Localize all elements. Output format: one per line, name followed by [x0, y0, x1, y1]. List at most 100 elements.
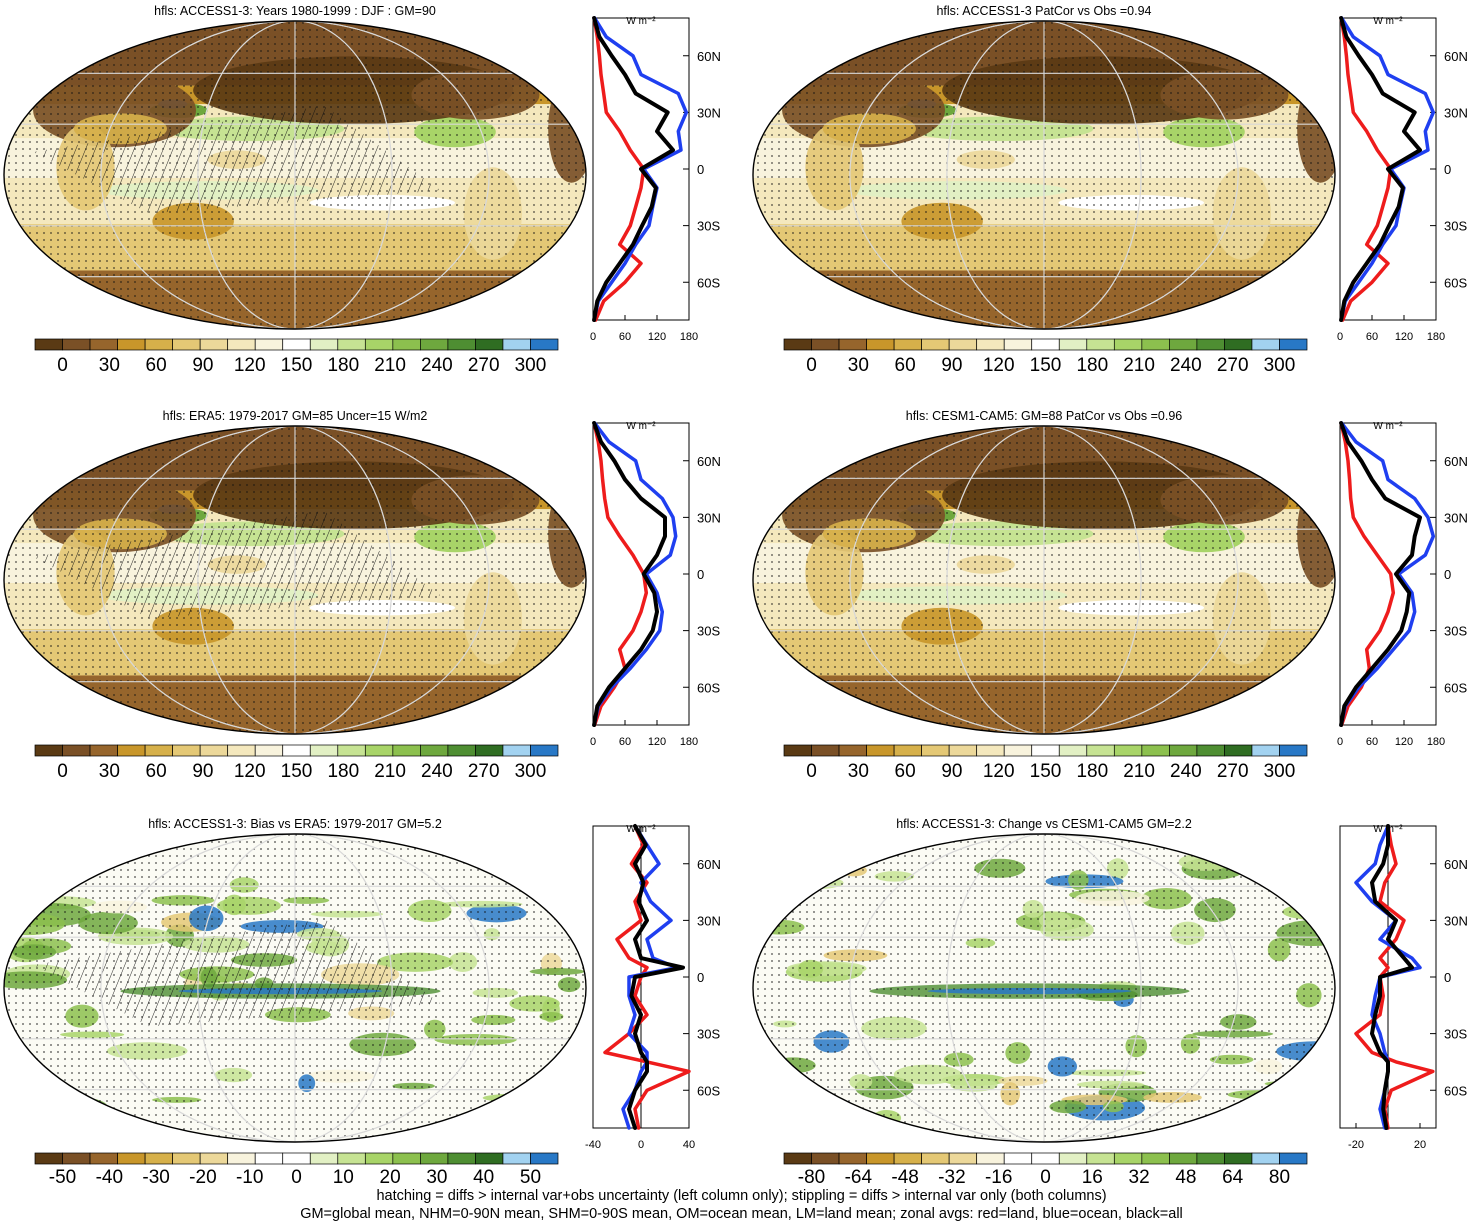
colorbar-swatch	[255, 339, 283, 350]
colorbar-swatch	[530, 1153, 558, 1164]
colorbar-label: 64	[1222, 1167, 1244, 1188]
colorbar-label: 0	[57, 355, 68, 376]
zonal-x-label: 60	[619, 736, 631, 748]
colorbar-label: 0	[806, 355, 817, 376]
zonal-lat-label: 30N	[697, 105, 721, 120]
colorbar-label: 60	[146, 355, 167, 376]
colorbar-swatch	[35, 1153, 63, 1164]
colorbar-swatch	[35, 745, 63, 756]
zonal-lat-label: 30S	[1444, 1027, 1467, 1042]
colorbar-swatch	[1252, 1153, 1280, 1164]
footnote-legend: GM=global mean, NHM=0-90N mean, SHM=0-90…	[0, 1206, 1483, 1222]
colorbar-swatch	[338, 1153, 366, 1164]
zonal-x-label: 0	[590, 331, 596, 343]
panel-title: hfls: ACCESS1-3: Years 1980-1999 : DJF :…	[154, 4, 436, 18]
zonal-lat-label: 60S	[1444, 1083, 1467, 1098]
colorbar-swatch	[1252, 339, 1280, 350]
colorbar-label: 60	[895, 355, 916, 376]
colorbar-swatch	[393, 1153, 421, 1164]
colorbar-label: -30	[142, 1167, 169, 1188]
zonal-x-label: 120	[648, 736, 666, 748]
colorbar-label: -20	[189, 1167, 216, 1188]
zonal-x-label: 40	[683, 1139, 695, 1151]
colorbar-swatch	[949, 339, 977, 350]
colorbar-label: 150	[1030, 355, 1062, 376]
colorbar-label: -48	[891, 1167, 918, 1188]
colorbar-label: 150	[1030, 761, 1062, 782]
colorbar-label: 10	[333, 1167, 354, 1188]
zonal-x-label: 0	[1337, 331, 1343, 343]
colorbar-swatch	[448, 745, 476, 756]
colorbar-swatch	[949, 745, 977, 756]
colorbar-swatch	[90, 339, 118, 350]
colorbar-swatch	[867, 745, 895, 756]
colorbar-label: 16	[1082, 1167, 1103, 1188]
colorbar-swatch	[63, 745, 91, 756]
zonal-lat-label: 60S	[697, 275, 720, 290]
zonal-unit: W m⁻²	[1373, 16, 1403, 27]
colorbar-swatch	[922, 745, 950, 756]
zonal-lat-label: 60S	[697, 680, 720, 695]
zonal-lat-label: 30S	[1444, 624, 1467, 639]
colorbar-swatch	[35, 339, 63, 350]
map-field	[753, 834, 1354, 1142]
colorbar-label: 150	[281, 761, 313, 782]
panel-title: hfls: ACCESS1-3 PatCor vs Obs =0.94	[936, 4, 1151, 18]
colorbar-swatch	[145, 339, 173, 350]
colorbar-swatch	[365, 745, 393, 756]
colorbar-swatch	[1032, 339, 1060, 350]
colorbar-swatch	[173, 745, 201, 756]
colorbar-swatch	[200, 339, 228, 350]
colorbar-swatch	[1224, 339, 1252, 350]
colorbar-label: 60	[895, 761, 916, 782]
colorbar-label: -40	[96, 1167, 123, 1188]
colorbar-swatch	[922, 1153, 950, 1164]
colorbar-swatch	[1032, 1153, 1060, 1164]
zonal-x-label: -20	[1348, 1139, 1364, 1151]
zonal-lat-label: 60N	[1444, 857, 1468, 872]
colorbar-swatch	[118, 339, 146, 350]
colorbar-swatch	[1279, 745, 1307, 756]
colorbar-swatch	[228, 1153, 256, 1164]
colorbar-label: -16	[985, 1167, 1012, 1188]
zonal-lat-label: 60S	[1444, 275, 1467, 290]
panel-title: hfls: ACCESS1-3: Change vs CESM1-CAM5 GM…	[896, 817, 1192, 831]
colorbar-swatch	[1279, 339, 1307, 350]
colorbar-swatch	[812, 339, 840, 350]
colorbar-swatch	[228, 339, 256, 350]
colorbar-swatch	[1114, 1153, 1142, 1164]
zonal-x-label: 0	[638, 1139, 644, 1151]
colorbar-label: 240	[421, 761, 453, 782]
zonal-x-label: 180	[680, 331, 698, 343]
zonal-lat-label: 30N	[697, 510, 721, 525]
zonal-lat-label: 60S	[697, 1083, 720, 1098]
zonal-lat-label: 0	[697, 567, 704, 582]
colorbar-label: 50	[520, 1167, 541, 1188]
zonal-lat-label: 30N	[1444, 913, 1468, 928]
colorbar-swatch	[894, 339, 922, 350]
zonal-lat-label: 60S	[1444, 680, 1467, 695]
colorbar-swatch	[530, 745, 558, 756]
colorbar-label: 30	[848, 761, 869, 782]
colorbar-swatch	[1032, 745, 1060, 756]
zonal-lat-label: 0	[697, 970, 704, 985]
colorbar-swatch	[812, 1153, 840, 1164]
colorbar-label: 120	[234, 761, 266, 782]
colorbar-swatch	[475, 745, 503, 756]
panel-access-djf: hfls: ACCESS1-3: Years 1980-1999 : DJF :…	[4, 4, 721, 376]
zonal-x-label: 120	[1395, 331, 1413, 343]
map-field	[0, 834, 617, 1142]
map-field	[4, 21, 595, 329]
zonal-x-label: 20	[1414, 1139, 1426, 1151]
zonal-x-label: 180	[1427, 736, 1445, 748]
zonal-lat-label: 30N	[1444, 105, 1468, 120]
colorbar-swatch	[475, 1153, 503, 1164]
colorbar-label: 120	[983, 761, 1015, 782]
footnote-hatching: hatching = diffs > internal var+obs unce…	[0, 1188, 1483, 1204]
colorbar-label: 180	[1076, 355, 1108, 376]
zonal-x-label: 60	[1366, 736, 1378, 748]
colorbar-swatch	[1142, 1153, 1170, 1164]
colorbar-swatch	[145, 1153, 173, 1164]
colorbar-swatch	[1114, 339, 1142, 350]
